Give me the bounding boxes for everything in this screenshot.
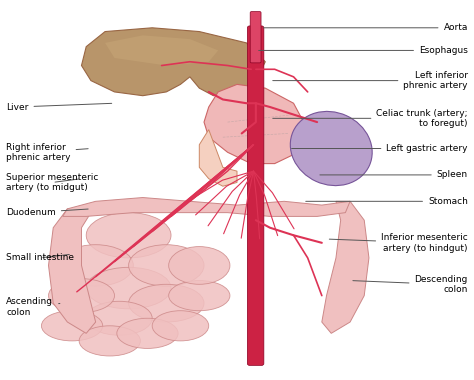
Text: Spleen: Spleen [320, 170, 468, 179]
Ellipse shape [79, 326, 140, 356]
Text: Inferior mesenteric
artery (to hindgut): Inferior mesenteric artery (to hindgut) [329, 233, 468, 253]
FancyBboxPatch shape [250, 11, 261, 63]
Text: Left gastric artery: Left gastric artery [292, 144, 468, 153]
Polygon shape [204, 84, 308, 164]
Text: Celiac trunk (artery;
to foregut): Celiac trunk (artery; to foregut) [273, 109, 468, 128]
Ellipse shape [128, 245, 204, 286]
Polygon shape [322, 201, 369, 333]
Polygon shape [105, 35, 218, 65]
Text: Superior mesenteric
artery (to midgut): Superior mesenteric artery (to midgut) [6, 173, 99, 192]
Polygon shape [48, 209, 96, 333]
Text: Liver: Liver [6, 103, 112, 111]
Text: Right inferior
phrenic artery: Right inferior phrenic artery [6, 142, 88, 162]
Polygon shape [63, 198, 350, 216]
Ellipse shape [117, 318, 178, 348]
Text: Descending
colon: Descending colon [353, 275, 468, 294]
Text: Left inferior
phrenic artery: Left inferior phrenic artery [273, 71, 468, 90]
Ellipse shape [128, 284, 204, 322]
Text: Small intestine: Small intestine [6, 253, 74, 263]
FancyBboxPatch shape [247, 26, 264, 366]
Text: Stomach: Stomach [306, 197, 468, 206]
Text: Duodenum: Duodenum [6, 208, 88, 217]
Ellipse shape [86, 213, 171, 258]
Text: Ascending
colon: Ascending colon [6, 297, 60, 317]
Ellipse shape [41, 311, 103, 341]
Ellipse shape [58, 245, 133, 286]
Polygon shape [199, 130, 237, 186]
Ellipse shape [86, 268, 171, 309]
Text: Esophagus: Esophagus [259, 46, 468, 55]
Ellipse shape [48, 279, 115, 313]
Ellipse shape [290, 111, 372, 185]
Ellipse shape [152, 311, 209, 341]
Polygon shape [82, 28, 265, 96]
Text: Aorta: Aorta [264, 23, 468, 32]
Ellipse shape [169, 280, 230, 311]
Ellipse shape [169, 247, 230, 284]
Ellipse shape [86, 301, 152, 335]
